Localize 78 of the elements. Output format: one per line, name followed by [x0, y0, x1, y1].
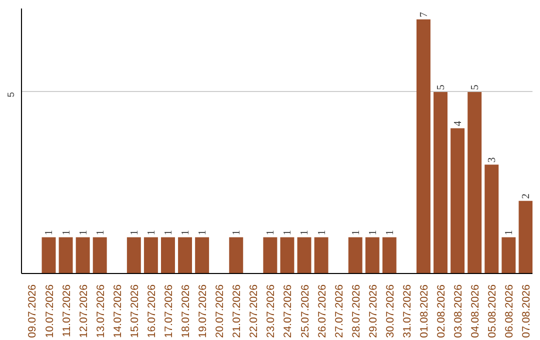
- data-label: 2: [521, 194, 532, 199]
- x-tick-label: 22.07.2026: [248, 284, 260, 338]
- data-label: 1: [316, 230, 328, 236]
- data-label: 7: [418, 11, 430, 18]
- bar: [195, 237, 210, 274]
- bar: [58, 237, 73, 274]
- data-label: 1: [95, 230, 106, 236]
- bar: [450, 128, 465, 274]
- x-tick-label: 19.07.2026: [197, 284, 210, 338]
- bar: [348, 237, 362, 274]
- bar: [42, 237, 56, 274]
- x-tick-label: 21.07.2026: [231, 284, 244, 338]
- data-label: 1: [129, 230, 140, 236]
- data-label: 1: [350, 230, 362, 236]
- x-tick-label: 01.08.2026: [418, 284, 430, 338]
- x-tick-label: 26.07.2026: [316, 284, 328, 338]
- bar: [144, 237, 158, 274]
- bar: [297, 237, 312, 274]
- x-tick-label: 18.07.2026: [180, 284, 192, 338]
- x-tick-label: 07.08.2026: [520, 284, 533, 338]
- x-tick-label: 12.07.2026: [78, 284, 90, 338]
- x-tick-label: 06.08.2026: [504, 284, 516, 338]
- bar: [229, 237, 244, 274]
- x-tick-label: 17.07.2026: [162, 284, 175, 338]
- data-label: 1: [146, 230, 158, 236]
- data-label: 1: [61, 230, 72, 236]
- x-tick-label: 10.07.2026: [44, 284, 56, 338]
- bar: [126, 237, 141, 274]
- data-label: 4: [453, 120, 464, 126]
- data-label: 1: [78, 230, 90, 236]
- x-tick-label: 20.07.2026: [214, 284, 226, 338]
- x-tick-label: 24.07.2026: [282, 284, 294, 338]
- bar: [382, 237, 396, 274]
- data-label: 1: [504, 230, 516, 236]
- data-label: 1: [384, 230, 396, 236]
- data-label: 1: [44, 230, 56, 236]
- x-tick-label: 03.08.2026: [452, 284, 465, 338]
- x-tick-label: 16.07.2026: [146, 284, 158, 338]
- bar: [518, 200, 532, 274]
- x-tick-label: 23.07.2026: [265, 284, 278, 338]
- data-label: 1: [266, 230, 277, 236]
- x-tick-label: 31.07.2026: [401, 284, 414, 338]
- data-label: 1: [300, 230, 311, 236]
- bar: [280, 237, 294, 274]
- bar: [92, 237, 107, 274]
- x-tick-label: 30.07.2026: [384, 284, 396, 338]
- data-label: 1: [198, 230, 209, 236]
- data-label: 5: [470, 84, 482, 90]
- x-tick-label: 28.07.2026: [350, 284, 362, 338]
- x-tick-label: 14.07.2026: [112, 284, 124, 338]
- bar: [468, 92, 482, 274]
- bar: [178, 237, 192, 274]
- x-tick-label: 29.07.2026: [367, 284, 380, 338]
- x-tick-label: 15.07.2026: [128, 284, 141, 338]
- data-label: 1: [368, 230, 379, 236]
- x-tick-label: 25.07.2026: [299, 284, 312, 338]
- bar: [76, 237, 90, 274]
- x-tick-label: 04.08.2026: [470, 284, 482, 338]
- bar: [434, 92, 448, 274]
- x-tick-label: 09.07.2026: [26, 284, 39, 338]
- bar: [161, 237, 175, 274]
- data-label: 1: [282, 230, 294, 236]
- bar: [484, 164, 499, 274]
- x-tick-label: 11.07.2026: [60, 284, 73, 338]
- data-label: 1: [163, 230, 174, 236]
- bar: [365, 237, 380, 274]
- data-label: 1: [232, 230, 243, 236]
- x-tick-label: 05.08.2026: [486, 284, 499, 338]
- data-label: 3: [487, 157, 498, 163]
- data-label: 1: [180, 230, 192, 236]
- x-tick-label: 27.07.2026: [333, 284, 346, 338]
- bar: [502, 237, 516, 274]
- bar: [416, 19, 430, 274]
- data-label: 5: [436, 84, 448, 90]
- bar: [263, 237, 278, 274]
- bar: [314, 237, 328, 274]
- x-tick-label: 13.07.2026: [94, 284, 107, 338]
- x-tick-label: 02.08.2026: [436, 284, 448, 338]
